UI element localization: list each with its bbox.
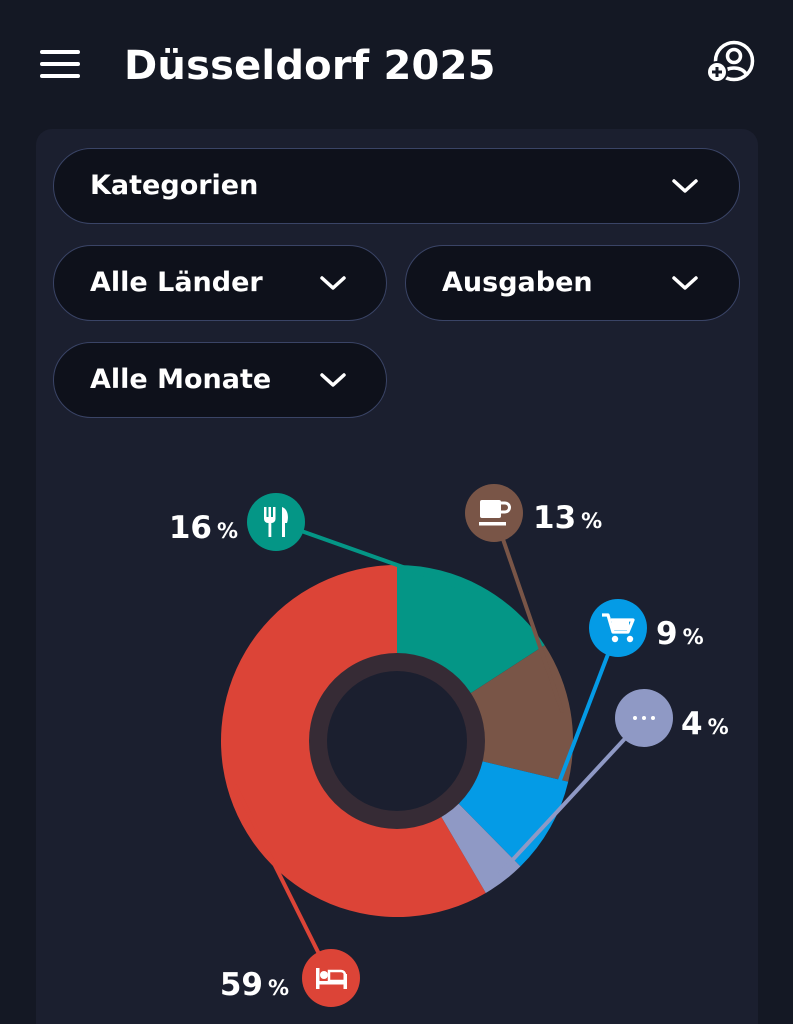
callout-line (497, 716, 646, 876)
fork-knife-icon[interactable] (247, 493, 305, 551)
chevron-down-icon (320, 373, 346, 387)
expense-type-select[interactable]: Ausgaben (405, 245, 740, 321)
callout-line (492, 512, 565, 714)
hamburger-menu-icon[interactable] (40, 48, 82, 80)
page-title: Düsseldorf 2025 (124, 43, 496, 89)
donut-hole (327, 671, 467, 811)
bed-icon[interactable] (302, 949, 360, 1007)
callout-line (233, 784, 333, 979)
more-dots-icon[interactable] (615, 689, 673, 747)
chevron-down-icon (672, 179, 698, 193)
country-select-value: Alle Länder (90, 267, 263, 298)
expense-type-select-value: Ausgaben (442, 267, 593, 298)
chevron-down-icon (672, 276, 698, 290)
month-select-value: Alle Monate (90, 364, 272, 395)
month-select[interactable]: Alle Monate (53, 342, 387, 418)
callout-line (541, 627, 620, 825)
callout-line (275, 520, 478, 596)
shopping-cart-icon[interactable] (589, 599, 647, 657)
coffee-cup-icon[interactable] (465, 484, 523, 542)
country-select[interactable]: Alle Länder (53, 245, 387, 321)
category-select-value: Kategorien (90, 170, 259, 201)
add-user-icon[interactable] (704, 38, 758, 88)
percent-label: 4% (681, 706, 729, 742)
percent-label: 59% (220, 967, 289, 1003)
category-select[interactable]: Kategorien (53, 148, 740, 224)
percent-label: 13% (533, 500, 602, 536)
donut-callouts: 59 % 16% 13 % 9 % 4% (169, 484, 729, 1007)
percent-label: 16% (169, 510, 238, 546)
top-app-bar: Düsseldorf 2025 (0, 0, 793, 130)
chevron-down-icon (320, 276, 346, 290)
percent-label: 9% (656, 616, 704, 652)
